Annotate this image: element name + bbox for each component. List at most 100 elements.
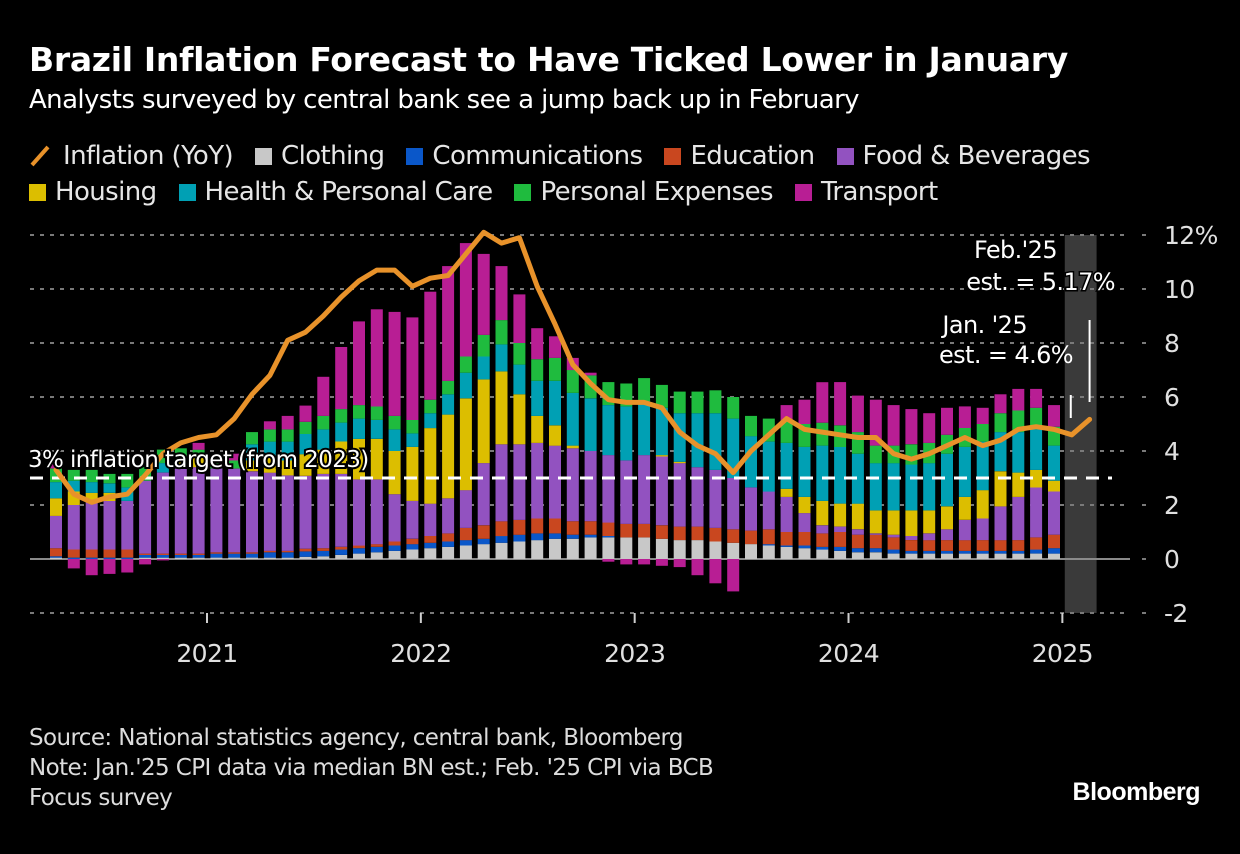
bar-segment-transport: [335, 347, 348, 410]
swatch-icon: [836, 147, 854, 165]
bar-segment-clothing: [709, 541, 722, 560]
note-line-1: Note: Jan.'25 CPI data via median BN est…: [29, 755, 714, 781]
bar-segment-communications: [566, 534, 579, 539]
bar-segment-health-personal-care: [513, 364, 526, 395]
bar-segment-education: [709, 528, 722, 542]
bar-segment-health-personal-care: [531, 380, 544, 416]
bar-segment-food-beverages: [228, 468, 241, 553]
bar-segment-communications: [780, 545, 793, 547]
bar-segment-communications: [923, 550, 936, 554]
source-note: Source: National statistics agency, cent…: [29, 725, 684, 751]
legend-item-personal-expenses: Personal Expenses: [514, 177, 774, 207]
bar-segment-food-beverages: [50, 515, 62, 549]
bar-segment-clothing: [745, 544, 757, 559]
bar-segment-health-personal-care: [638, 401, 651, 456]
bar-segment-clothing: [976, 553, 989, 559]
bar-segment-clothing: [673, 540, 686, 559]
bar-segment-transport: [228, 453, 241, 461]
x-tick-label: 2021: [176, 639, 237, 668]
bar-segment-food-beverages: [1030, 487, 1043, 538]
bar-segment-food-beverages: [406, 500, 419, 539]
bar-segment-transport: [780, 405, 793, 422]
bar-segment-food-beverages: [655, 456, 668, 526]
bar-segment-communications: [442, 541, 455, 547]
bar-segment-food-beverages: [727, 478, 740, 530]
bar-segment-communications: [281, 552, 294, 558]
bar-segment-education: [103, 549, 116, 558]
bar-segment-education: [1012, 540, 1025, 551]
note-line-2: Focus survey: [29, 785, 173, 811]
y-tick-label: -2: [1164, 599, 1188, 628]
bar-segment-personal-expenses: [388, 415, 401, 430]
legend-item-food: Food & Beverages: [836, 141, 1091, 171]
bar-segment-health-personal-care: [442, 394, 455, 415]
bar-segment-housing: [851, 503, 864, 530]
bar-segment-health-personal-care: [655, 407, 668, 456]
bar-segment-food-beverages: [745, 487, 757, 531]
bar-segment-health-personal-care: [566, 393, 579, 446]
feb-estimate-line1: Feb.'25: [974, 236, 1057, 264]
bar-segment-housing: [353, 438, 365, 480]
bar-segment-food-beverages: [424, 503, 437, 536]
bar-segment-housing: [263, 457, 276, 473]
bar-segment-education: [780, 532, 793, 546]
bar-segment-housing: [994, 471, 1007, 507]
bar-segment-personal-expenses: [495, 320, 508, 345]
bar-segment-personal-expenses: [673, 391, 686, 414]
bar-segment-clothing: [246, 557, 258, 559]
legend-label: Communications: [432, 141, 643, 171]
bar-segment-communications: [50, 556, 62, 558]
bar-segment-clothing: [495, 542, 508, 559]
bar-segment-housing: [424, 428, 437, 504]
bar-segment-food-beverages: [1012, 496, 1025, 541]
bar-segment-housing: [566, 445, 579, 449]
bar-segment-clothing: [442, 546, 455, 560]
bar-segment-housing: [246, 460, 258, 472]
bar-segment-food-beverages: [566, 448, 579, 522]
bar-segment-personal-expenses: [85, 469, 98, 483]
bar-segment-housing: [50, 498, 62, 516]
bar-segment-housing: [976, 490, 989, 519]
bar-segment-clothing: [691, 540, 704, 559]
bar-segment-health-personal-care: [370, 419, 383, 439]
legend-item-health: Health & Personal Care: [178, 177, 493, 207]
bar-segment-food-beverages: [477, 463, 490, 526]
bar-segment-clothing: [353, 553, 365, 559]
bar-segment-communications: [263, 552, 276, 558]
bar-segment-education: [228, 552, 241, 554]
bar-segment-transport: [513, 294, 526, 343]
bar-segment-communications: [139, 555, 152, 558]
bar-segment-housing: [780, 488, 793, 497]
swatch-icon: [406, 147, 424, 165]
bar-segment-transport: [655, 559, 668, 566]
bar-segment-communications: [869, 548, 882, 553]
y-tick-label: 6: [1164, 383, 1179, 412]
bar-segment-transport: [709, 559, 722, 584]
bar-segment-health-personal-care: [958, 446, 971, 497]
bar-segment-communications: [299, 551, 312, 557]
bar-segment-food-beverages: [798, 513, 811, 532]
bar-segment-transport: [887, 405, 900, 446]
bar-segment-health-personal-care: [727, 418, 740, 478]
bar-segment-education: [263, 550, 276, 553]
bar-segment-housing: [869, 510, 882, 534]
bar-segment-housing: [834, 503, 847, 527]
bar-segment-health-personal-care: [602, 405, 615, 456]
bar-segment-clothing: [834, 550, 847, 559]
bar-segment-clothing: [299, 556, 312, 559]
bar-segment-health-personal-care: [50, 482, 62, 499]
bar-segment-communications: [602, 536, 615, 538]
bar-segment-clothing: [780, 546, 793, 560]
legend-item-communications: Communications: [406, 141, 643, 171]
bar-segment-transport: [691, 559, 704, 576]
footer-notes: Source: National statistics agency, cent…: [29, 723, 714, 813]
bar-segment-transport: [1012, 388, 1025, 411]
bar-segment-clothing: [531, 540, 544, 559]
bar-segment-transport: [905, 409, 918, 445]
bar-segment-transport: [923, 413, 936, 443]
bar-segment-housing: [477, 379, 490, 464]
bar-segment-transport: [103, 559, 116, 574]
bar-segment-clothing: [370, 552, 383, 560]
bar-segment-transport: [816, 382, 829, 423]
bar-segment-transport: [620, 559, 633, 565]
